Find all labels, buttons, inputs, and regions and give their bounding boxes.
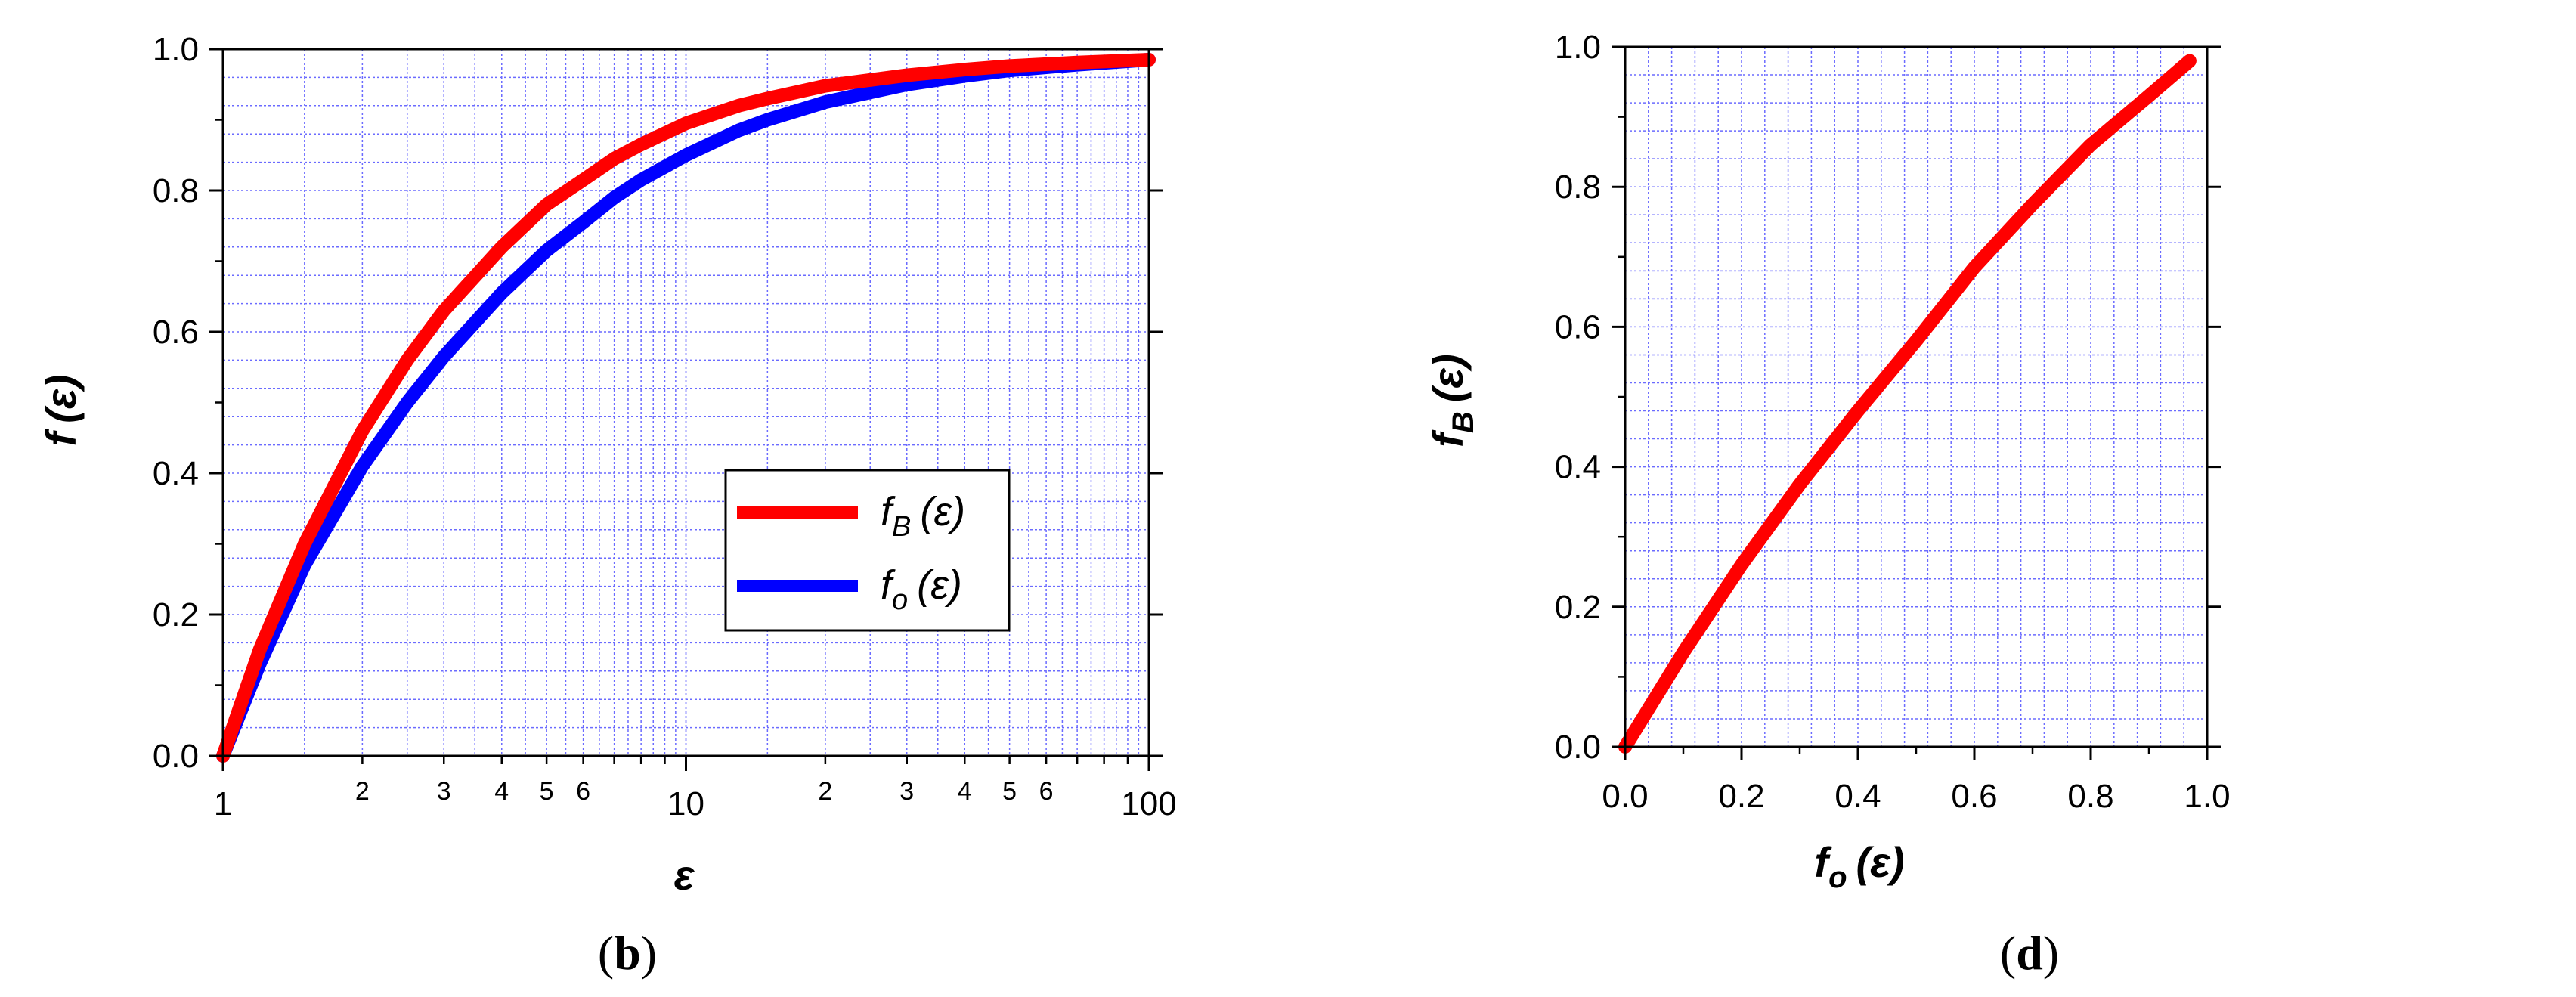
x-minor-tick-label: 2 (818, 777, 832, 806)
panel-d-grid (1624, 46, 2208, 748)
x-tick-label: 1 (214, 785, 232, 822)
y-tick-label: 0.2 (1555, 589, 1601, 626)
x-minor-tick-label: 3 (899, 777, 914, 806)
x-minor-tick-label: 6 (576, 777, 590, 806)
x-tick-label: 100 (1121, 785, 1176, 822)
panel-d-x-axis-title: fo (ε) (1814, 838, 1904, 894)
panel-d-series (1618, 54, 2197, 754)
x-minor-tick-label: 6 (1039, 777, 1054, 806)
panel-d-ticks (1612, 45, 2221, 760)
panel-label-d: (d) (2000, 926, 2059, 980)
panel-b-ticks (209, 48, 1163, 771)
panel-label-b: (b) (598, 926, 657, 980)
y-tick-label: 0.4 (153, 455, 199, 492)
y-tick-label: 0.6 (153, 314, 199, 351)
series-line-fB (216, 53, 1156, 763)
series-line-fB (1618, 54, 2197, 754)
panel-d-chart: 0.0 0.2 0.4 0.6 0.8 1.0 0.0 0.2 0.4 0.6 0.8 1.0 fo(… (1424, 29, 2231, 980)
y-tick-label: 0.4 (1555, 449, 1601, 486)
x-tick-label: 0.8 (2067, 778, 2113, 815)
panel-d-tick-labels: 0.0 0.2 0.4 0.6 0.8 1.0 0.0 0.2 0.4 0.6 0.8 1.0 (1555, 29, 2231, 815)
x-tick-label: 1.0 (2184, 778, 2230, 815)
x-tick-label: 0.0 (1602, 778, 1648, 815)
y-tick-label: 1.0 (153, 31, 199, 68)
x-minor-tick-label: 4 (494, 777, 509, 806)
legend-label-fB: fB (ε) (881, 489, 965, 543)
y-tick-label: 0.0 (1555, 729, 1601, 766)
x-minor-tick-label: 3 (437, 777, 451, 806)
x-minor-tick-label: 4 (958, 777, 972, 806)
panel-d-y-axis-title: fB(ε) (1424, 354, 1480, 447)
x-minor-tick-label: 5 (540, 777, 554, 806)
legend-box (724, 469, 1011, 632)
y-tick-label: 0.2 (153, 596, 199, 633)
x-minor-tick-label: 2 (355, 777, 370, 806)
y-tick-label: 0.0 (153, 738, 199, 775)
x-tick-label: 0.4 (1834, 778, 1881, 815)
legend-label-fo: fo (ε) (881, 562, 962, 616)
y-tick-label: 0.6 (1555, 308, 1601, 345)
y-tick-label: 0.8 (153, 172, 199, 209)
panel-b-y-axis-title: f(ε) (37, 375, 85, 447)
y-tick-label: 1.0 (1555, 29, 1601, 66)
x-tick-label: 0.2 (1718, 778, 1764, 815)
panel-b-x-axis-title: ε (674, 851, 695, 899)
x-tick-label: 10 (667, 785, 704, 822)
y-tick-label: 0.8 (1555, 169, 1601, 206)
x-minor-tick-label: 5 (1002, 777, 1017, 806)
panel-b-legend: fB (ε) fo (ε) (724, 469, 1011, 632)
panel-d-plot-frame (1624, 45, 2209, 748)
x-tick-label: 0.6 (1951, 778, 1997, 815)
panel-b-series (216, 53, 1156, 763)
